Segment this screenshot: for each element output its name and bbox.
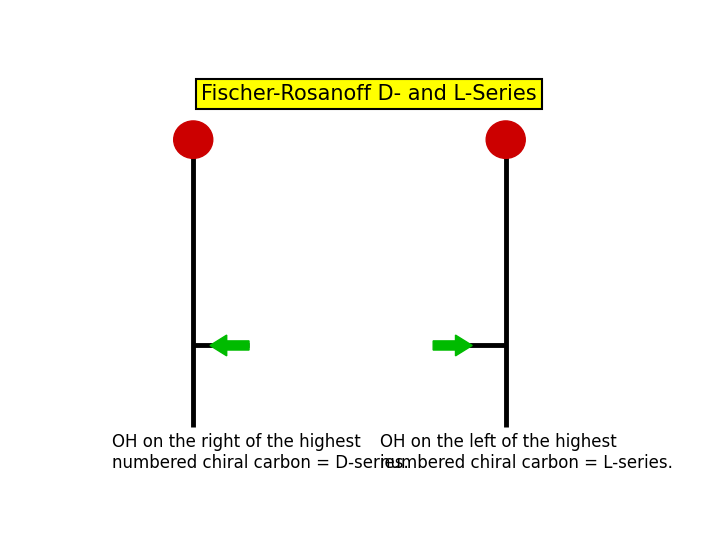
FancyArrow shape [433,335,472,356]
Text: Fischer-Rosanoff D- and L-Series: Fischer-Rosanoff D- and L-Series [201,84,537,104]
Text: OH on the right of the highest
numbered chiral carbon = D-series.: OH on the right of the highest numbered … [112,434,409,472]
Text: OH on the left of the highest
numbered chiral carbon = L-series.: OH on the left of the highest numbered c… [380,434,673,472]
FancyArrow shape [210,335,249,356]
Ellipse shape [486,121,526,158]
Ellipse shape [174,121,213,158]
